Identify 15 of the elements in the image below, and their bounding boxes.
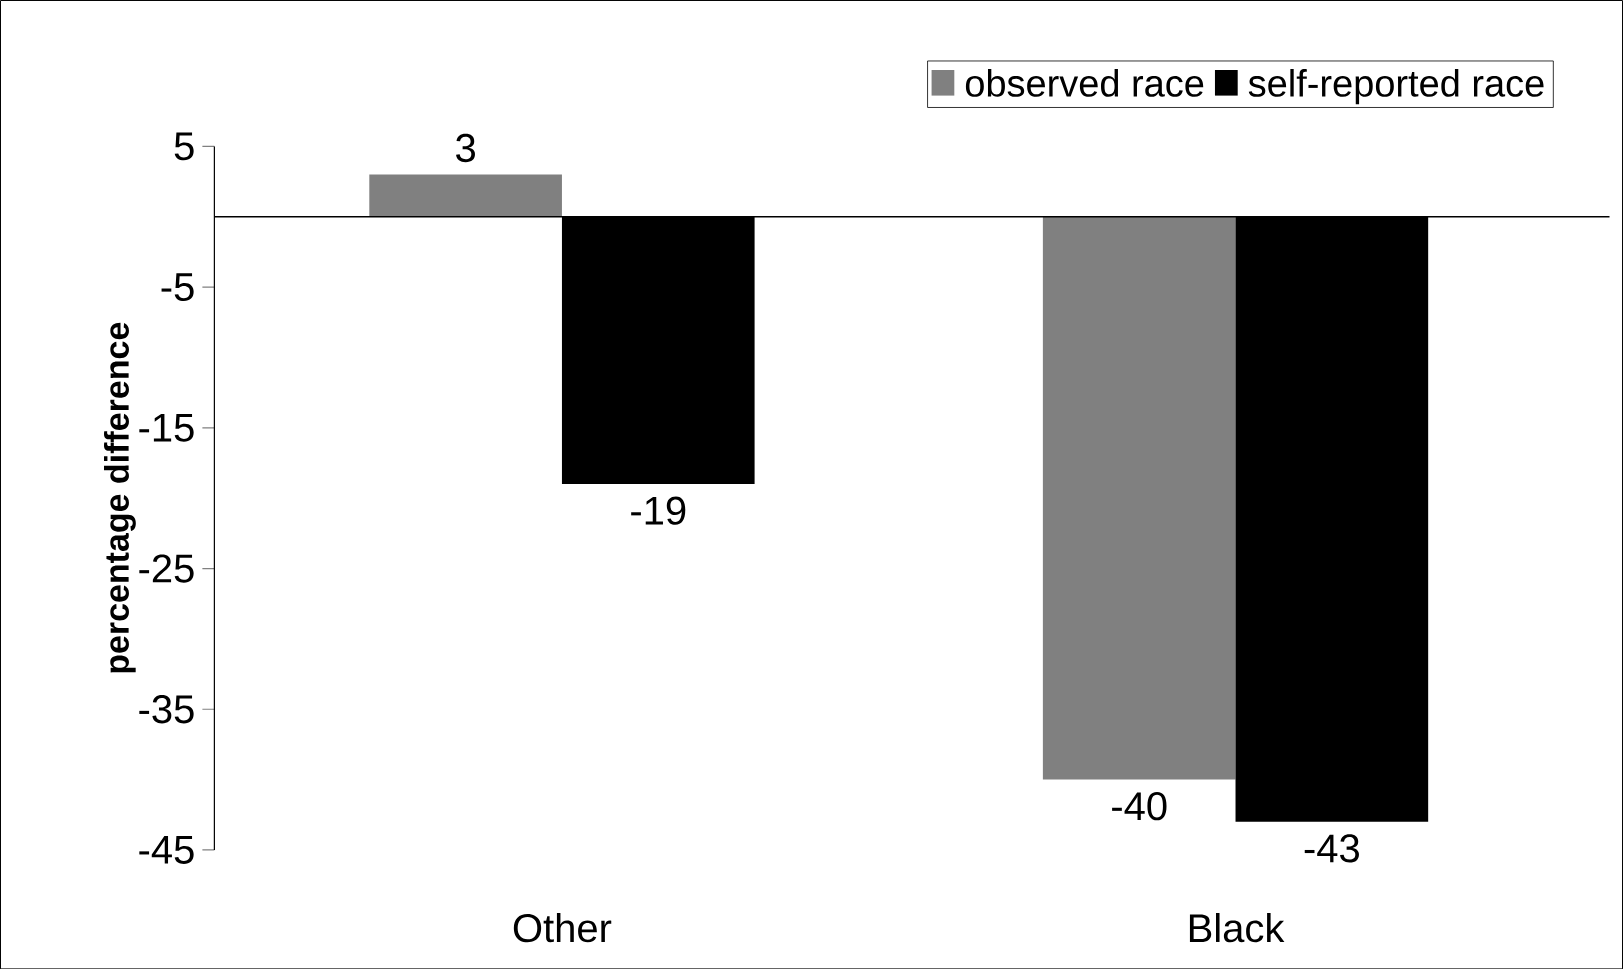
y-tick-label: -15 <box>139 413 194 442</box>
y-tick-label: -25 <box>139 554 194 583</box>
y-tick-label: -5 <box>161 273 194 301</box>
y-axis-title: percentage difference <box>104 322 136 673</box>
x-tick-label: Black <box>1189 912 1285 943</box>
data-label: -40 <box>1112 791 1167 821</box>
data-label: -43 <box>1304 834 1359 863</box>
x-tick-label: Other <box>513 912 612 943</box>
legend-label: observed race <box>965 68 1204 97</box>
y-tick-label: -35 <box>139 694 194 724</box>
data-label: 3 <box>456 133 475 162</box>
y-tick-label: -45 <box>139 835 194 864</box>
y-tick-label: 5 <box>174 132 194 161</box>
legend-label: self-reported race <box>1248 68 1544 105</box>
data-label: -19 <box>631 496 686 525</box>
